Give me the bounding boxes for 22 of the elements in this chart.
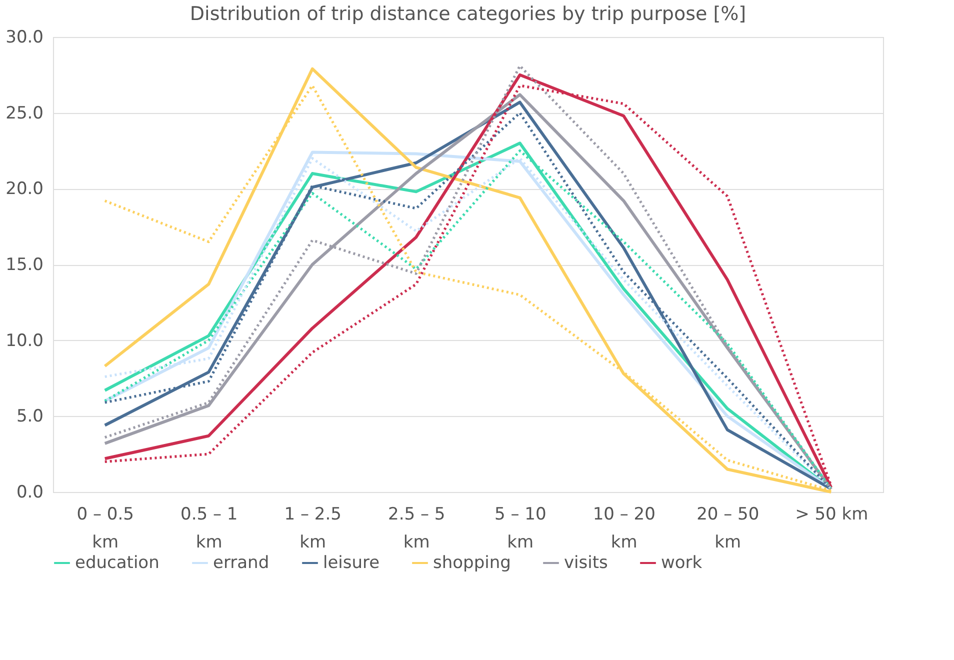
x-tick-label: 0 – 0.5 km <box>76 504 134 552</box>
y-tick-label: 30.0 <box>6 28 44 48</box>
legend-label: work <box>661 553 702 573</box>
y-tick-label: 5.0 <box>16 406 44 427</box>
legend-label: shopping <box>433 553 511 573</box>
y-tick-label: 15.0 <box>6 255 44 275</box>
legend-label: leisure <box>323 553 380 573</box>
x-tick-label: 1 – 2.5 km <box>284 504 342 552</box>
legend-label: education <box>75 553 160 573</box>
x-tick-label: 0.5 – 1 km <box>180 504 238 552</box>
x-tick-label: 2.5 – 5 km <box>388 504 446 552</box>
legend-label: visits <box>564 553 608 573</box>
x-tick-label: > 50 km <box>795 504 868 524</box>
x-tick-label: 10 – 20 km <box>592 504 656 552</box>
legend-label: errand <box>213 553 270 573</box>
y-tick-label: 25.0 <box>6 103 44 124</box>
chart-title: Distribution of trip distance categories by trip purpose [%] <box>190 3 746 25</box>
x-tick-label: 5 – 10 km <box>494 504 546 552</box>
y-tick-label: 20.0 <box>6 179 44 200</box>
y-tick-label: 10.0 <box>6 330 44 351</box>
x-tick-label: 20 – 50 km <box>696 504 760 552</box>
y-tick-label: 0.0 <box>16 482 44 502</box>
